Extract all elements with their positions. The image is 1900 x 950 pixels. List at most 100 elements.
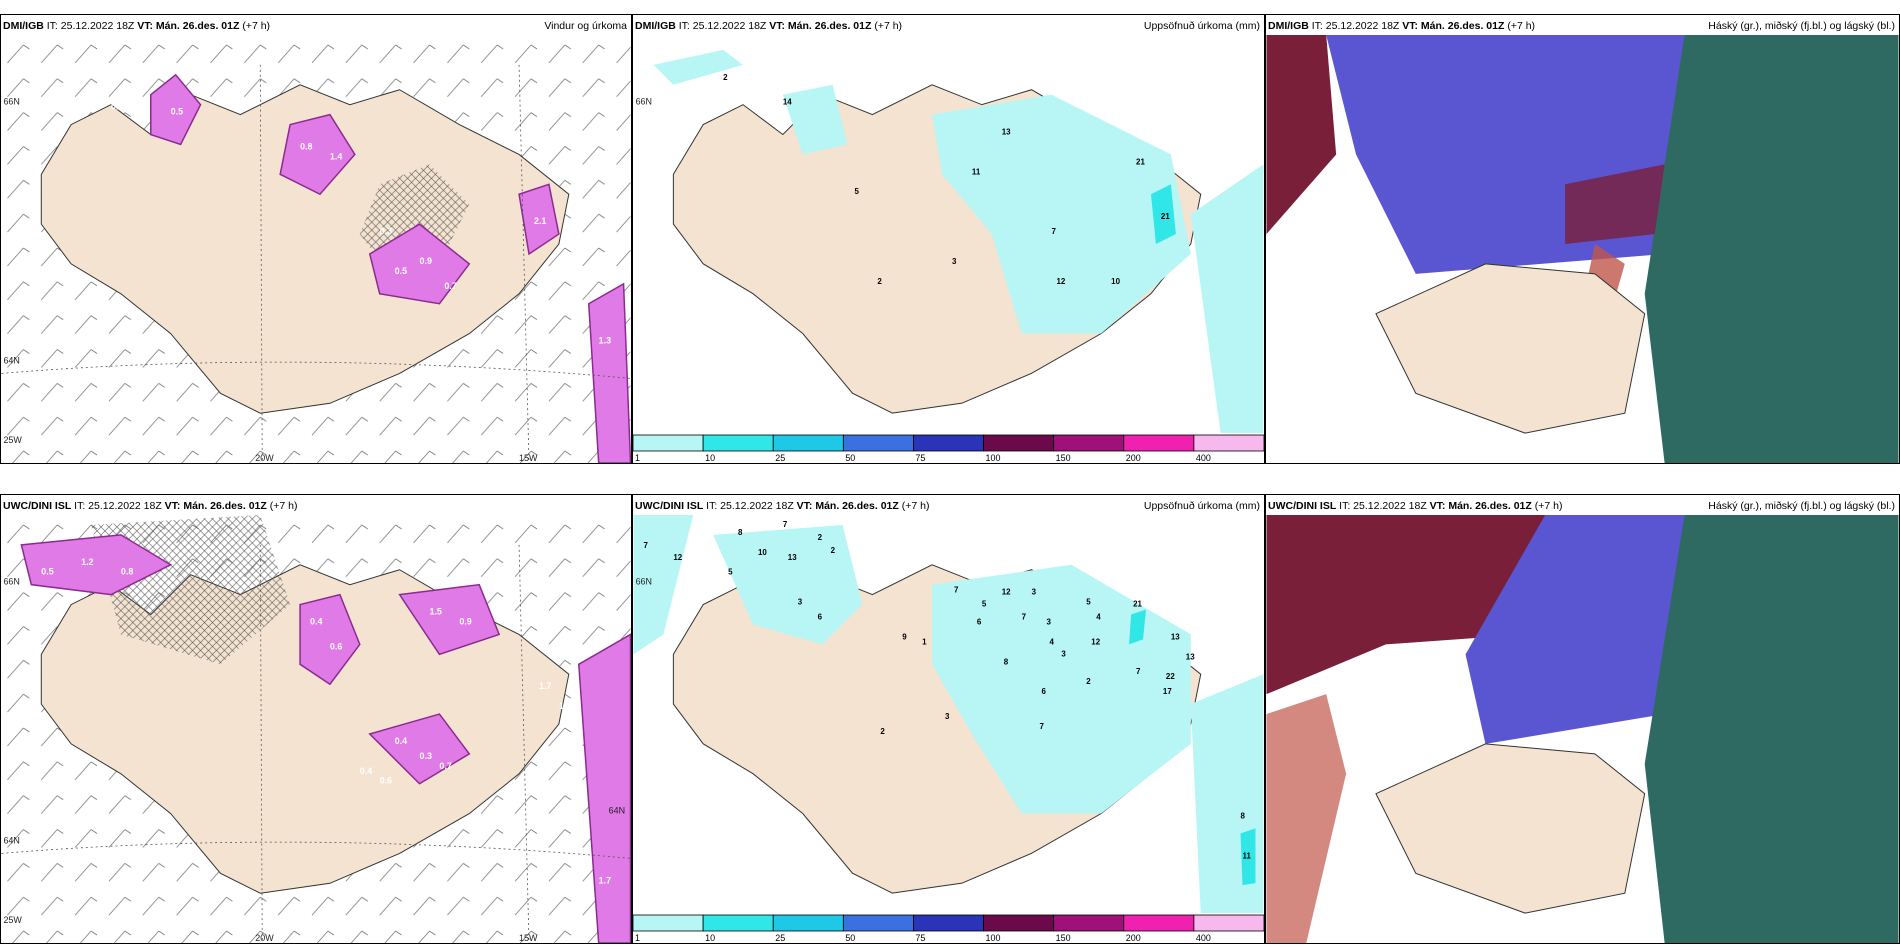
colorbar-segment xyxy=(633,434,704,452)
panel-header: UWC/DINI ISL IT: 25.12.2022 18Z VT: Mán.… xyxy=(1,495,631,517)
colorbar-tick-label: 25 xyxy=(775,933,785,943)
value-label: 0.5 xyxy=(41,567,53,577)
value-label: 13 xyxy=(788,553,797,562)
high-cloud xyxy=(1266,35,1337,235)
value-label: 5 xyxy=(728,568,733,577)
map-area: 20W 15W 25W 66N 64N 0.5 0.8 1.4 0.9 2.1 … xyxy=(1,35,631,463)
lead-time: (+7 h) xyxy=(269,500,298,512)
panel-header: DMI/IGB IT: 25.12.2022 18Z VT: Mán. 26.d… xyxy=(1266,15,1899,37)
colorbar-tick-label: 75 xyxy=(915,933,925,943)
value-label: 1.8 xyxy=(559,701,571,711)
value-label: 0.8 xyxy=(121,567,133,577)
low-cloud xyxy=(1644,35,1899,463)
value-label: 1.5 xyxy=(429,607,441,617)
value-label: 12 xyxy=(673,553,682,562)
value-label: 13 xyxy=(1171,632,1180,641)
model-name: UWC/DINI ISL xyxy=(1268,500,1337,512)
panel-title: Vindur og úrkoma xyxy=(544,20,627,32)
colorbar-segment xyxy=(1193,914,1264,932)
value-label: 2 xyxy=(877,277,882,286)
value-label: 2 xyxy=(880,727,885,736)
colorbar-tick-label: 100 xyxy=(986,933,1001,943)
precip-zone xyxy=(577,633,631,943)
colorbar-segment xyxy=(772,914,844,932)
lead-time: (+7 h) xyxy=(1534,500,1563,512)
lead-time: (+7 h) xyxy=(1507,20,1536,32)
value-label: 6 xyxy=(1042,687,1047,696)
precip-zone xyxy=(633,515,694,655)
panel-header: DMI/IGB IT: 25.12.2022 18Z VT: Mán. 26.d… xyxy=(633,15,1264,37)
colorbar-tick-label: 400 xyxy=(1196,933,1211,943)
panel-title: Uppsöfnuð úrkoma (mm) xyxy=(1143,20,1260,32)
panel-title: Uppsöfnuð úrkoma (mm) xyxy=(1143,500,1260,512)
valid-time: VT: Mán. 26.des. 01Z xyxy=(769,20,872,32)
value-label: 10 xyxy=(1111,277,1120,286)
colorbar-tick-label: 25 xyxy=(775,453,785,463)
precip-zone xyxy=(932,94,1191,334)
value-label: 0.5 xyxy=(171,107,183,117)
lat-line xyxy=(1,841,631,859)
value-label: 0.4 xyxy=(310,616,322,626)
precip-zone-cyan xyxy=(1150,184,1176,244)
lat-label: 66N xyxy=(3,97,19,107)
value-label: 14 xyxy=(783,98,792,107)
colorbar-segment xyxy=(983,434,1055,452)
init-time: IT: 25.12.2022 18Z xyxy=(1339,500,1427,512)
value-label: 22 xyxy=(1166,672,1175,681)
value-label: 7 xyxy=(783,520,788,529)
model-name: UWC/DINI ISL xyxy=(635,500,704,512)
map-svg xyxy=(1266,515,1899,943)
colorbar-segment xyxy=(702,914,774,932)
value-label: 8 xyxy=(738,528,743,537)
colorbar-tick-label: 1 xyxy=(635,453,640,463)
value-label: 0.6 xyxy=(111,102,123,112)
value-label: 1 xyxy=(922,637,927,646)
model-name: UWC/DINI ISL xyxy=(3,500,72,512)
lead-time: (+7 h) xyxy=(874,20,903,32)
map-area: 8 7 2 12 10 13 7 5 3 6 2 7 12 5 3 5 21 1… xyxy=(633,515,1264,913)
iceland-land xyxy=(1375,263,1646,434)
colorbar: 1 10 25 50 75 100 150 200 400 xyxy=(633,433,1264,463)
map-area: 20W 15W 25W 66N 64N 64N 0.5 1.2 0.8 0.4 … xyxy=(1,515,631,943)
lon-label: 15W xyxy=(519,453,538,463)
value-label: 2 xyxy=(723,73,728,82)
precip-zone xyxy=(713,524,863,645)
init-time: IT: 25.12.2022 18Z xyxy=(706,500,794,512)
value-label: 0.9 xyxy=(459,616,471,626)
value-label: 7 xyxy=(1051,227,1056,236)
value-label: 11 xyxy=(972,167,981,176)
colorbar-segment xyxy=(913,434,984,452)
model-name: DMI/IGB xyxy=(1268,20,1309,32)
value-label: 5 xyxy=(1086,598,1091,607)
value-label: 7 xyxy=(1136,667,1141,676)
lon-label: 25W xyxy=(3,435,22,445)
cloud-band xyxy=(1266,694,1347,943)
precip-zone xyxy=(518,183,560,256)
colorbar-segment xyxy=(842,434,914,452)
precip-zone xyxy=(587,282,631,463)
colorbar-tick-label: 150 xyxy=(1056,933,1071,943)
value-label: 0.5 xyxy=(395,266,407,276)
map-area: 2 14 5 11 13 21 21 7 3 2 12 10 66N xyxy=(633,35,1264,433)
lon-line xyxy=(259,544,263,943)
precip-zone xyxy=(368,713,471,785)
map-svg: 20W 15W 25W 66N 64N 0.5 0.8 1.4 0.9 2.1 … xyxy=(1,35,631,463)
value-label: 1.7 xyxy=(599,875,611,885)
value-label: 3 xyxy=(1061,649,1066,658)
valid-time: VT: Mán. 26.des. 01Z xyxy=(1429,500,1532,512)
panel-header: UWC/DINI ISL IT: 25.12.2022 18Z VT: Mán.… xyxy=(633,495,1264,517)
value-label: 3 xyxy=(952,257,957,266)
colorbar-segment xyxy=(1193,434,1264,452)
precip-zone-cyan xyxy=(1129,609,1147,645)
lead-time: (+7 h) xyxy=(901,500,930,512)
value-label: 17 xyxy=(1163,687,1172,696)
colorbar: 1 10 25 50 75 100 150 200 400 xyxy=(633,913,1264,943)
colorbar-tick-label: 75 xyxy=(915,453,925,463)
value-label: 4 xyxy=(1096,612,1101,621)
colorbar-segment xyxy=(772,434,844,452)
value-label: 0.3 xyxy=(380,226,392,236)
colorbar-tick-label: 200 xyxy=(1126,933,1141,943)
map-svg: 8 7 2 12 10 13 7 5 3 6 2 7 12 5 3 5 21 1… xyxy=(633,515,1264,913)
panel-header: DMI/IGB IT: 25.12.2022 18Z VT: Mán. 26.d… xyxy=(1,15,631,37)
precip-zone xyxy=(299,593,361,686)
